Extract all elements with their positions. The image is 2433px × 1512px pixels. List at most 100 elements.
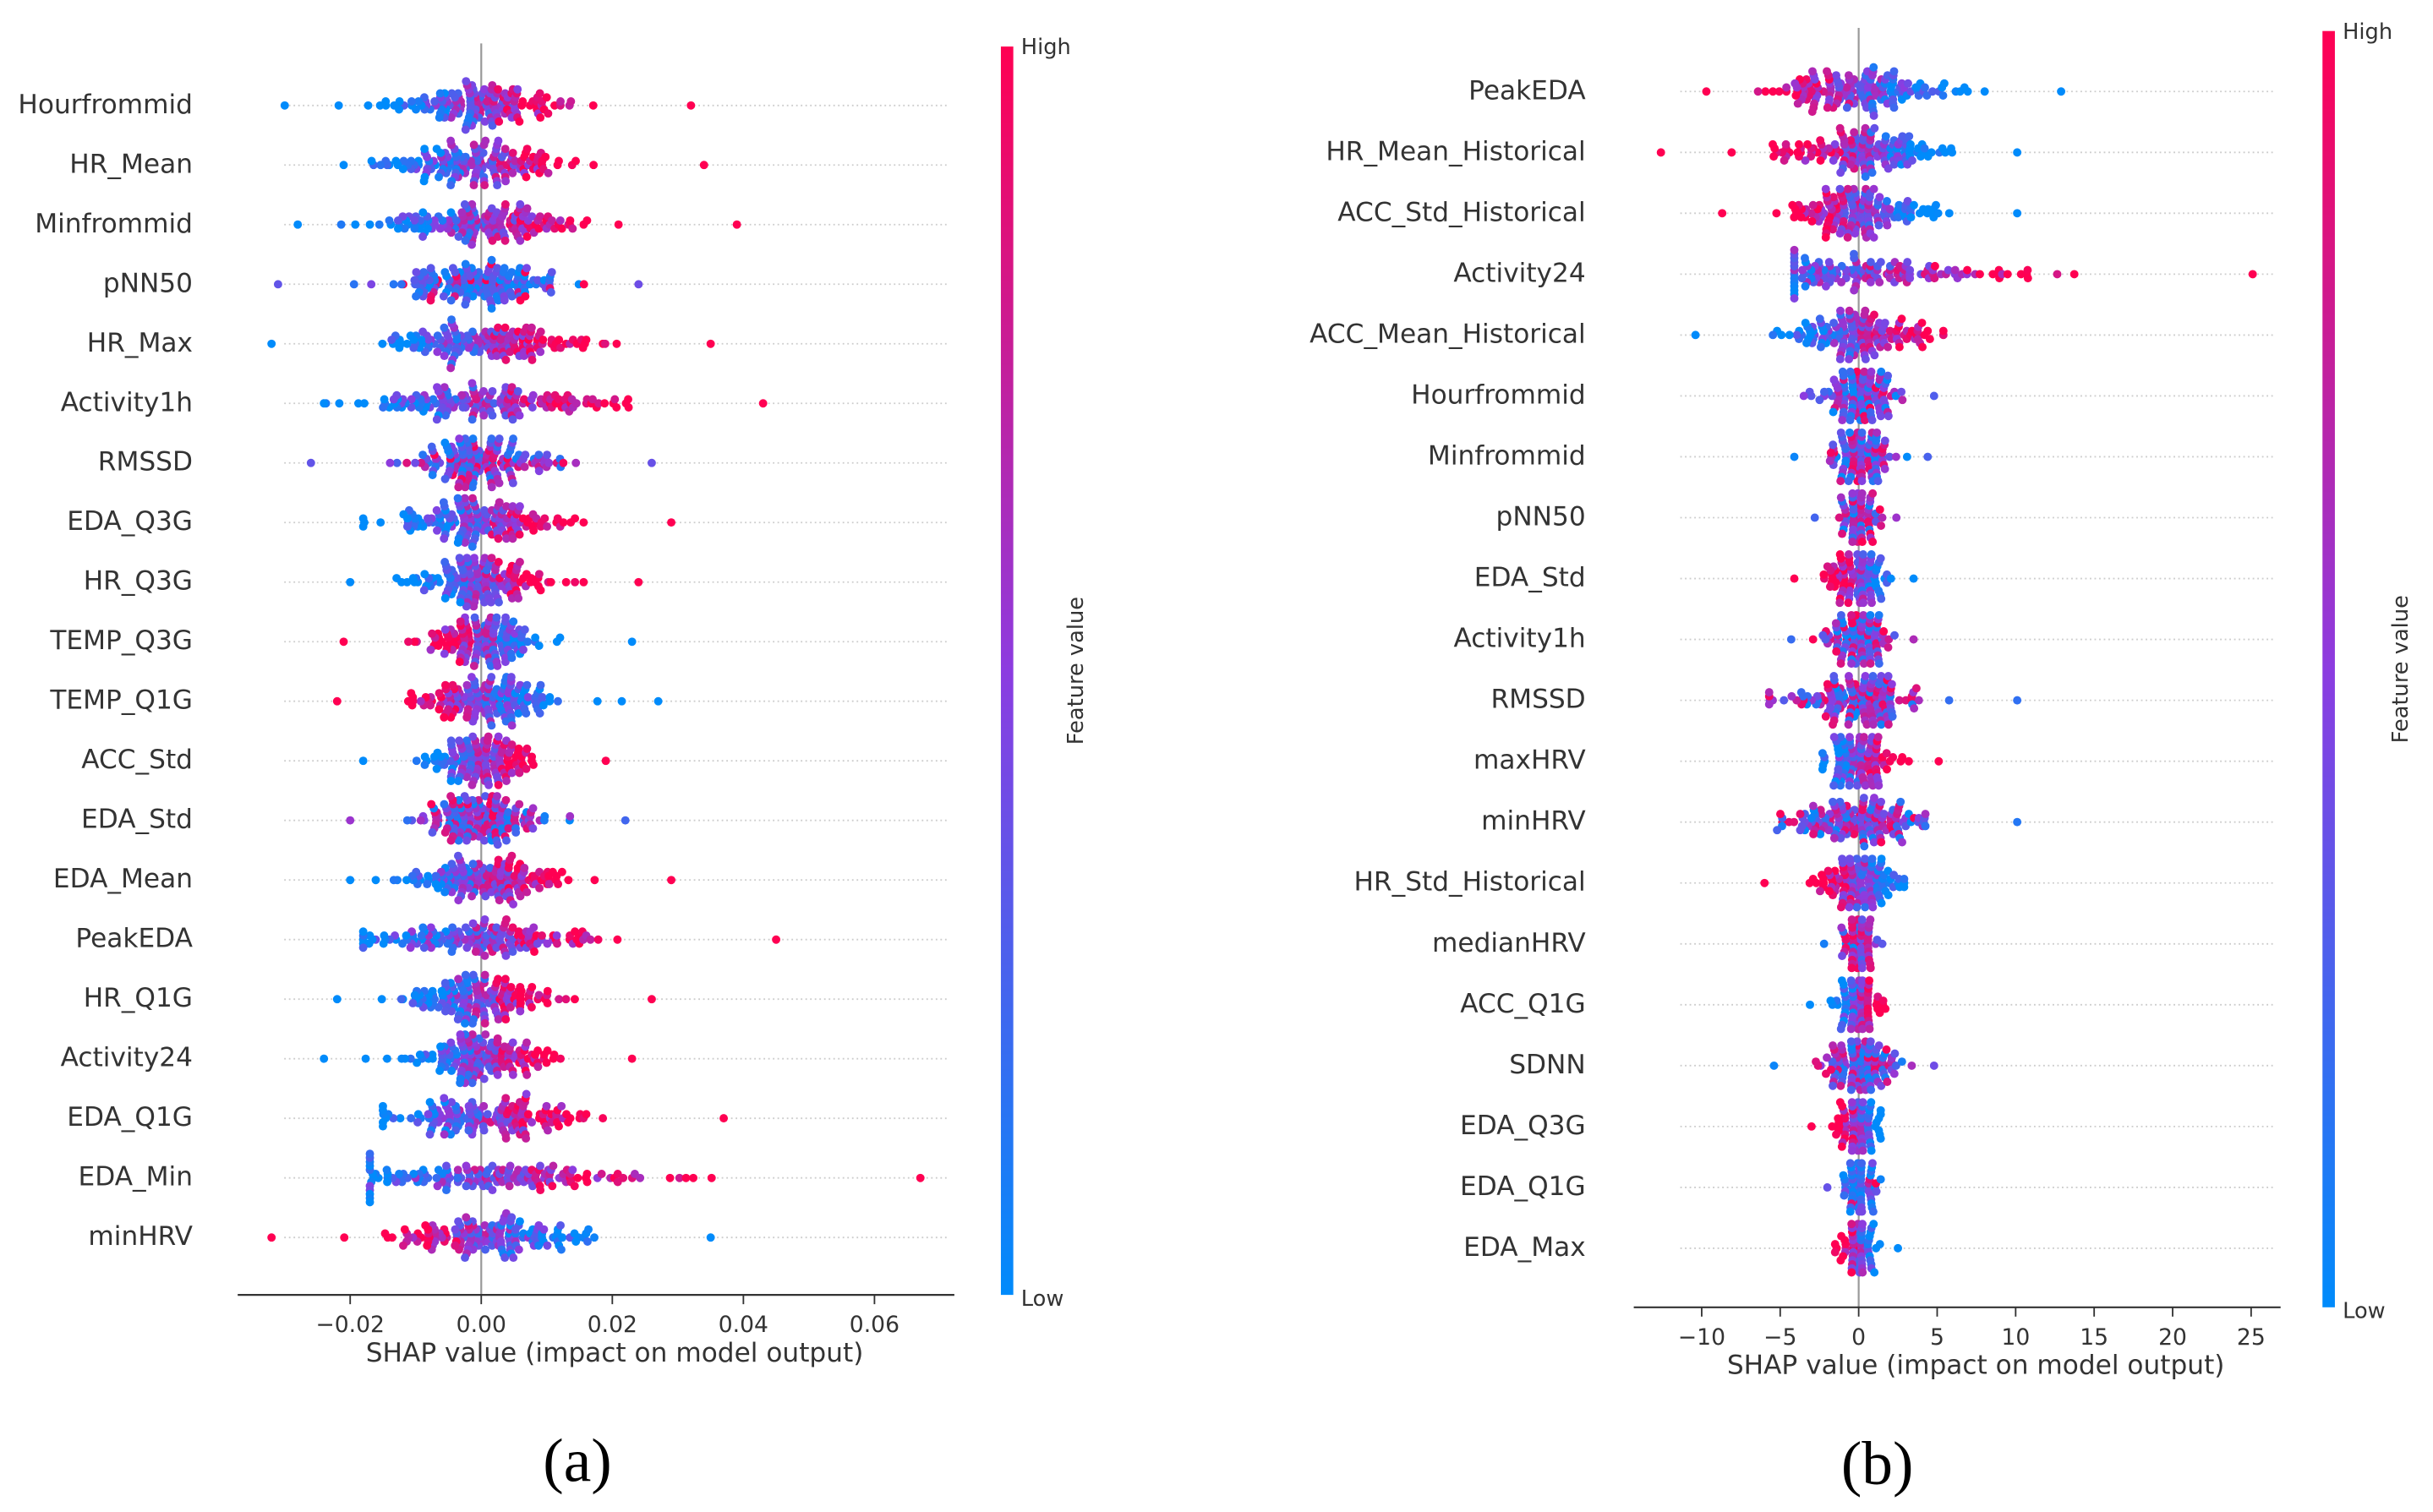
shap-dot (1819, 939, 1829, 948)
shap-dot (461, 970, 470, 980)
shap-dot (501, 1094, 511, 1103)
shap-dot (267, 339, 276, 348)
shap-dot (1842, 103, 1851, 112)
feature-label: Hourfrommid (18, 90, 193, 120)
shap-dot (500, 974, 510, 984)
shap-dot (542, 1101, 551, 1111)
shap-dot (1938, 91, 1948, 100)
shap-dot (435, 172, 443, 182)
shap-dot (417, 931, 426, 940)
shap-dot (440, 887, 450, 897)
shap-dot (428, 828, 437, 837)
shap-dot (480, 970, 489, 980)
shap-dot (1829, 781, 1839, 790)
shap-dot (469, 140, 478, 150)
shap-dot (411, 458, 420, 467)
shap-dot (515, 530, 524, 539)
shap-dot (516, 236, 525, 245)
shap-dot (1948, 148, 1957, 157)
feature-label: Activity1h (61, 387, 193, 418)
shap-dot (418, 232, 428, 241)
shap-dot (1797, 274, 1807, 283)
shap-dot (1847, 963, 1856, 973)
shap-dot (494, 85, 503, 94)
shap-dot (571, 399, 581, 408)
shap-dot (1835, 550, 1845, 559)
shap-dot (1776, 810, 1785, 819)
shap-dot (675, 1173, 684, 1182)
shap-dot (508, 168, 517, 177)
shap-dot (433, 1182, 442, 1191)
shap-dot (455, 658, 464, 667)
shap-dot (1857, 915, 1867, 925)
shap-dot (1889, 753, 1898, 761)
feature-label: HR_Mean_Historical (1326, 136, 1585, 166)
shap-dot (420, 570, 429, 579)
shap-dot (484, 732, 493, 741)
shap-dot (440, 1130, 449, 1139)
shap-dot (506, 982, 516, 991)
shap-dot (481, 1030, 490, 1039)
shap-dot (402, 339, 412, 348)
shap-dot (681, 1173, 691, 1182)
shap-dot (1917, 319, 1927, 327)
shap-dot (293, 220, 303, 229)
shap-dot (1888, 712, 1897, 721)
shap-dot (500, 323, 510, 332)
shap-dot (1920, 144, 1929, 153)
shap-dot (446, 736, 456, 745)
shap-dot (1847, 659, 1856, 669)
shap-dot (523, 693, 533, 701)
shap-dot (456, 1078, 465, 1088)
shap-dot (516, 502, 524, 511)
shap-dot (507, 268, 517, 276)
shap-dot (557, 867, 566, 876)
shap-dot (536, 1161, 544, 1171)
shap-dot (488, 411, 497, 420)
shap-dot (1877, 797, 1886, 806)
shap-dot (468, 292, 478, 301)
shap-dot (479, 836, 489, 845)
shap-dot (461, 300, 470, 309)
shap-dot (514, 593, 523, 603)
shap-dot (522, 145, 532, 154)
shap-dot (1897, 314, 1906, 324)
shap-dot (380, 1229, 390, 1238)
shap-dot (566, 216, 575, 225)
shap-dot (454, 896, 463, 905)
shap-dot (1790, 245, 1799, 254)
shap-dot (516, 558, 524, 566)
shap-dot (448, 923, 457, 932)
shap-dot (566, 97, 576, 106)
feature-label: SDNN (1509, 1050, 1585, 1080)
shap-dot (487, 721, 496, 730)
shap-dot (480, 117, 489, 126)
shap-dot (515, 411, 524, 420)
shap-dot (467, 415, 477, 424)
shap-dot (627, 637, 637, 647)
shap-dot (539, 336, 548, 344)
shap-dot (1930, 274, 1939, 283)
shap-dot (1819, 570, 1829, 579)
shap-dot (462, 77, 471, 86)
shap-dot (1769, 87, 1778, 96)
shap-dot (1963, 87, 1972, 96)
shap-dot (536, 1186, 545, 1195)
shap-dot (1805, 878, 1814, 887)
shap-dot (1836, 428, 1845, 437)
shap-dot (412, 292, 420, 301)
shap-dot (667, 876, 675, 885)
shap-dot (470, 554, 478, 563)
shap-dot (1788, 200, 1797, 210)
shap-dot (1933, 209, 1943, 218)
shap-dot (487, 673, 496, 682)
shap-dot (2013, 696, 2022, 705)
shap-dot (624, 403, 633, 412)
shap-dot (522, 1038, 531, 1047)
shap-dot (420, 761, 429, 769)
feature-label: HR_Q3G (84, 566, 193, 597)
shap-dot (500, 1253, 510, 1263)
shap-dot (501, 177, 511, 186)
shap-dot (410, 224, 419, 233)
shap-dot (391, 156, 401, 166)
